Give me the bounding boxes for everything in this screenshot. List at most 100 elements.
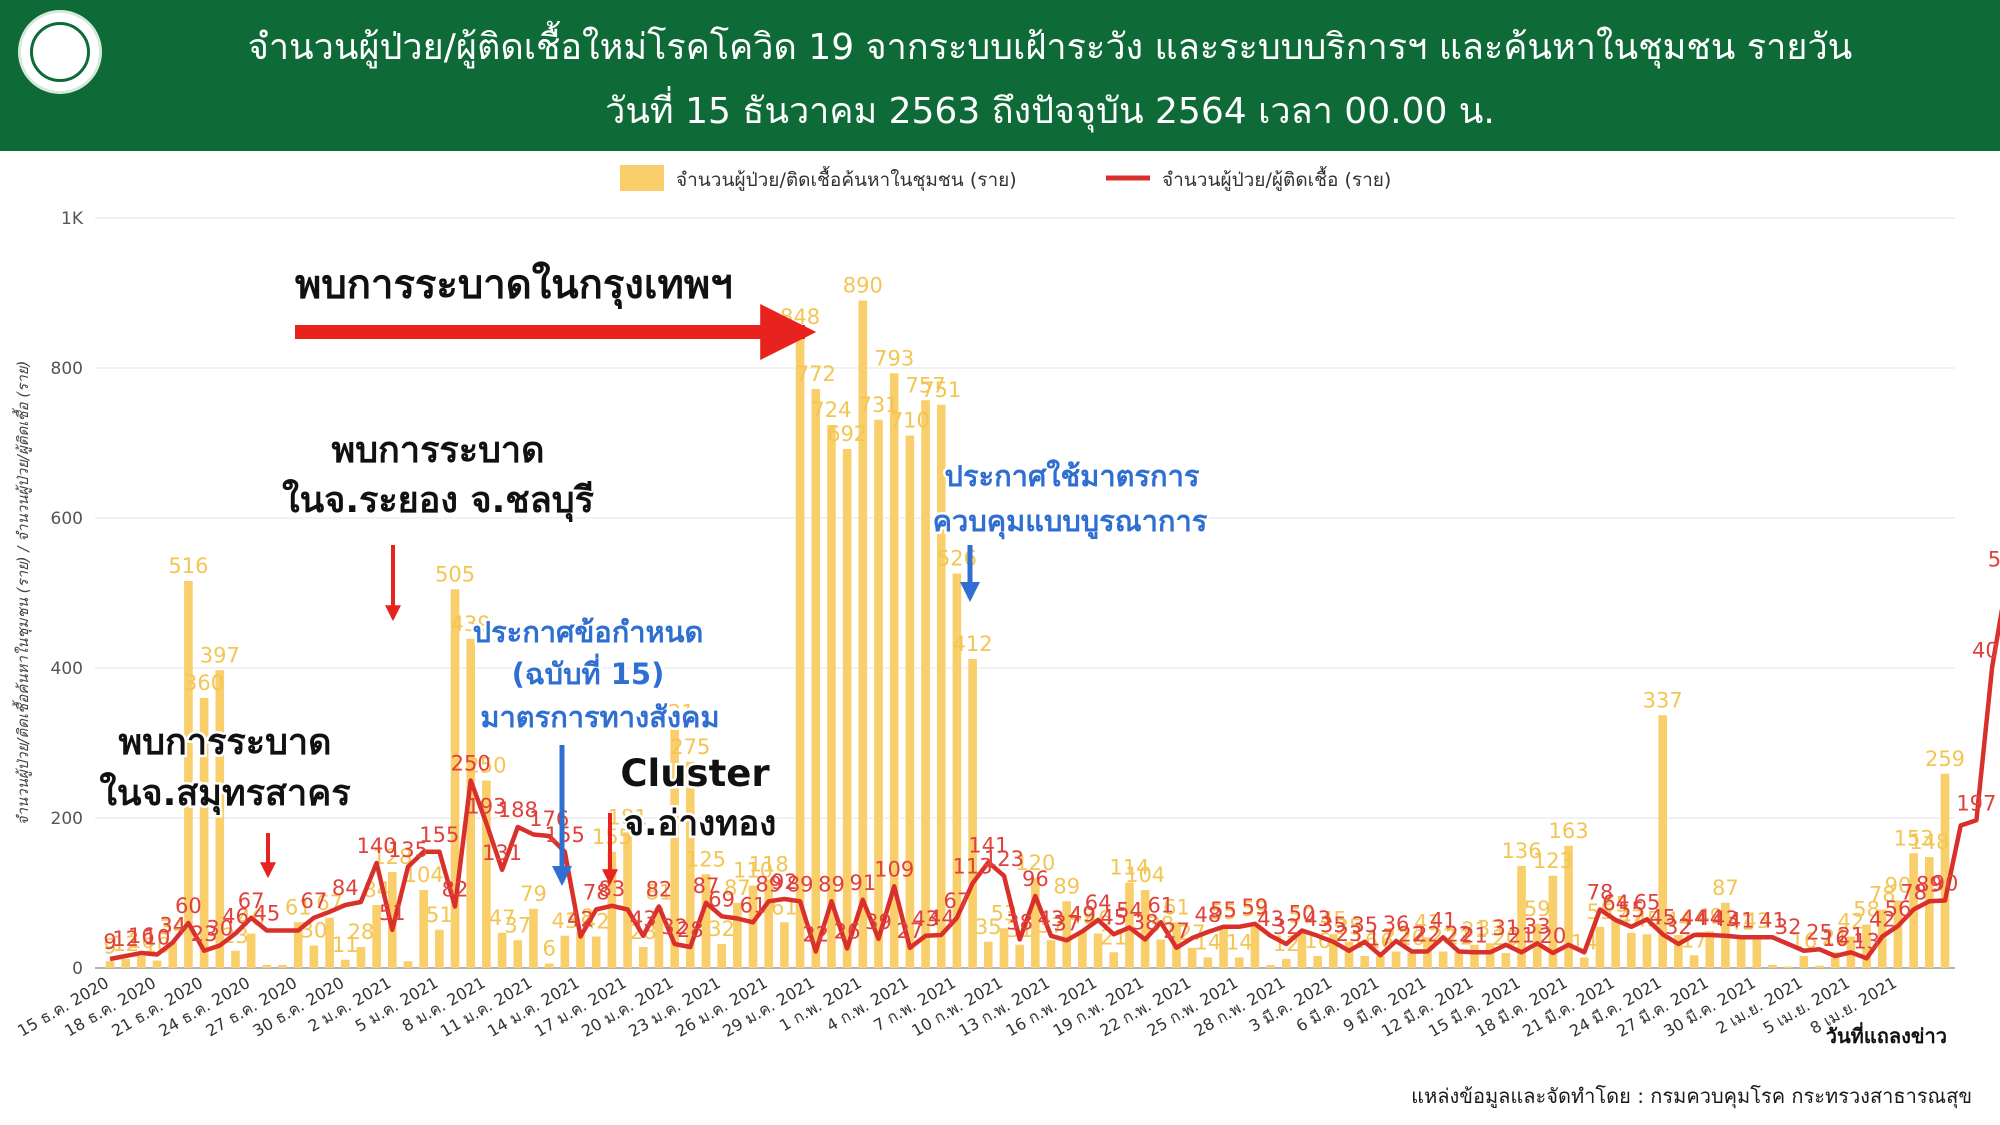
- line-data-label: 32: [1665, 915, 1692, 939]
- bar-data-label: 710: [890, 409, 930, 433]
- bar: [654, 907, 664, 968]
- bar: [1313, 956, 1322, 968]
- bar: [356, 947, 366, 968]
- bar-data-label: 78: [1869, 883, 1896, 907]
- bar-data-label: 793: [874, 346, 914, 370]
- line-data-label: 131: [482, 841, 522, 865]
- bar-data-label: 37: [504, 913, 531, 937]
- annotation-text: ควบคุมแบบบูรณาการ: [933, 504, 1208, 539]
- page-title: จำนวนผู้ป่วย/ผู้ติดเชื้อใหม่โรคโควิด 19 …: [247, 27, 1853, 68]
- line-data-label: 27: [897, 919, 924, 943]
- legend-label-line: จำนวนผู้ป่วย/ผู้ติดเชื้อ (ราย): [1162, 166, 1391, 191]
- bar-data-label: 104: [1125, 863, 1165, 887]
- y-tick-label: 600: [51, 509, 83, 529]
- bar: [936, 404, 946, 968]
- line-data-label: 32: [661, 915, 688, 939]
- line-data-label: 23: [191, 922, 218, 946]
- line-data-label: 55: [1618, 898, 1645, 922]
- bar-data-label: 87: [724, 876, 751, 900]
- line-data-label: 78: [1587, 881, 1614, 905]
- bar-data-label: 42: [1838, 910, 1865, 934]
- line-data-label: 43: [912, 907, 939, 931]
- bar: [685, 761, 695, 968]
- legend-swatch-bar: [620, 165, 664, 191]
- bar: [168, 942, 178, 968]
- line-data-label: 25: [1806, 920, 1833, 944]
- line-data-label: 61: [740, 893, 767, 917]
- bar-data-label: 59: [1242, 897, 1269, 921]
- line-data-label: 54: [1116, 899, 1143, 923]
- bar: [1093, 933, 1103, 968]
- bar-data-label: 731: [858, 393, 898, 417]
- bar: [1501, 953, 1511, 968]
- line-data-label: 135: [388, 838, 428, 862]
- bar: [309, 945, 319, 968]
- line-data-label: 522: [1988, 548, 2000, 572]
- bar: [278, 965, 287, 968]
- bar: [1830, 952, 1840, 968]
- line-data-label: 140: [357, 834, 397, 858]
- line-data-label: 30: [206, 917, 233, 941]
- bar: [1250, 923, 1260, 968]
- line-data-label: 28: [677, 918, 704, 942]
- bar-data-label: 123: [1533, 849, 1573, 873]
- bar: [638, 947, 648, 968]
- bar: [874, 419, 883, 968]
- bar-data-label: 87: [1712, 876, 1739, 900]
- line-data-label: 41: [1430, 908, 1457, 932]
- bar-data-label: 30: [301, 919, 328, 943]
- chart-annotations: พบการระบาดในกรุงเทพฯพบการระบาดในจ.ระยอง …: [97, 259, 1210, 886]
- line-data-label: 155: [419, 823, 459, 847]
- bar-data-label: 81: [646, 880, 673, 904]
- bar: [921, 400, 930, 968]
- bar-data-label: 136: [1501, 839, 1541, 863]
- bar: [1893, 900, 1903, 968]
- annotation-text: จ.อ่างทอง: [624, 804, 777, 844]
- bar-data-label: 120: [1015, 851, 1055, 875]
- bar: [1297, 930, 1307, 968]
- line-data-label: 123: [984, 847, 1024, 871]
- line-data-label: 17: [1367, 926, 1394, 950]
- line-data-label: 60: [175, 894, 202, 918]
- bar: [607, 851, 617, 968]
- bar-data-label: 55: [1210, 900, 1237, 924]
- line-data-label: 69: [708, 887, 735, 911]
- bar: [1329, 934, 1338, 968]
- line-data-label: 21: [1838, 923, 1865, 947]
- line-data-label: 22: [1445, 923, 1472, 947]
- line-data-label: 35: [1351, 913, 1378, 937]
- source-note: แหล่งข้อมูลและจัดทำโดย : กรมควบคุมโรค กร…: [1411, 1084, 1972, 1108]
- line-data-label: 64: [1602, 891, 1629, 915]
- bar: [1815, 965, 1824, 968]
- bar: [1752, 935, 1762, 968]
- bar: [1611, 919, 1620, 968]
- bar-data-label: 47: [489, 906, 516, 930]
- line-data-label: 9: [103, 930, 116, 954]
- line-data-label: 51: [379, 901, 406, 925]
- y-axis: 0 200 400 600 800 1K จำนวนผู้ป่วย/ติดเชื้อค้นห…: [12, 209, 84, 979]
- bar: [435, 929, 444, 968]
- annotation-text: พบการระบาดในกรุงเทพฯ: [295, 261, 733, 310]
- bar: [419, 890, 428, 968]
- bar-data-label: 79: [520, 882, 547, 906]
- bar: [1799, 956, 1809, 968]
- bar-data-label: 724: [811, 398, 851, 422]
- bar-data-label: 50: [1289, 904, 1316, 928]
- line-data-label: 84: [332, 876, 359, 900]
- bar: [748, 885, 758, 968]
- bar: [1109, 952, 1119, 968]
- line-data-label: 38: [1132, 911, 1159, 935]
- bar: [1470, 944, 1479, 968]
- line-data-label: 44: [928, 906, 955, 930]
- bar: [1046, 940, 1056, 968]
- line-data-label: 50: [1289, 902, 1316, 926]
- line-series: [109, 608, 2000, 962]
- series-line: [109, 608, 2000, 962]
- bar-data-label: 412: [953, 632, 993, 656]
- line-data-label: 22: [1398, 923, 1425, 947]
- bar: [952, 573, 962, 968]
- bar: [215, 670, 225, 968]
- bar: [576, 932, 585, 968]
- line-data-label: 109: [874, 857, 914, 881]
